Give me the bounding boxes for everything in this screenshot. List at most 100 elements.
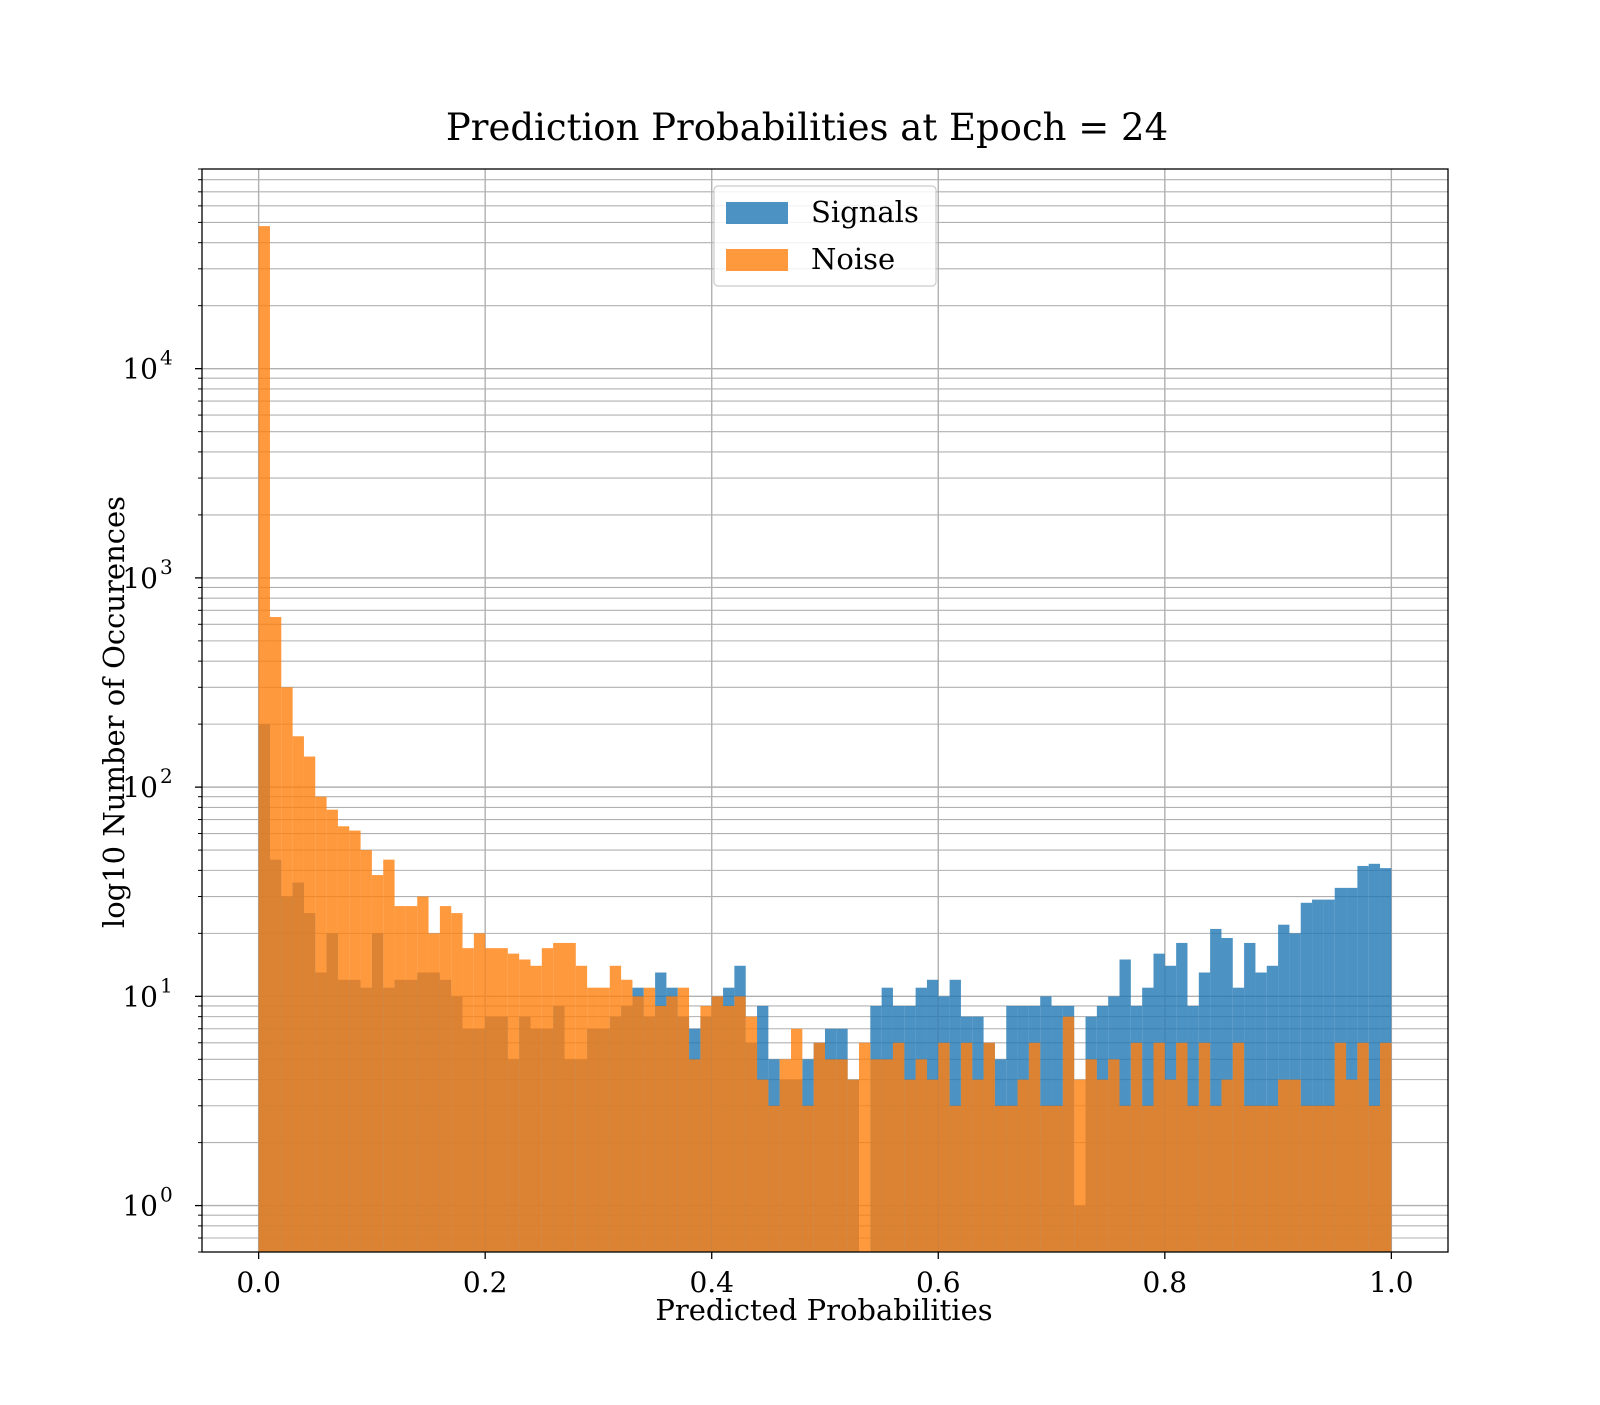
bar-noise	[1380, 1042, 1392, 1252]
y-tick-exponent: 2	[160, 764, 173, 788]
bar-noise	[1028, 1042, 1041, 1252]
y-tick-label: 10	[122, 1190, 158, 1223]
y-tick-exponent: 4	[160, 346, 173, 370]
y-tick-label: 10	[122, 353, 158, 386]
x-tick-label: 0.2	[463, 1266, 508, 1299]
legend-swatch-noise	[726, 249, 788, 271]
bar-noise	[858, 1042, 871, 1252]
bar-noise	[1017, 1079, 1029, 1252]
legend-label-signals: Signals	[811, 195, 919, 229]
bar-noise	[723, 1005, 735, 1252]
x-tick-label: 1.0	[1369, 1266, 1414, 1299]
bar-noise	[1153, 1042, 1165, 1252]
bar-noise	[281, 687, 293, 1252]
bar-noise	[1244, 1105, 1256, 1252]
legend-swatch-signals	[726, 202, 788, 224]
bar-noise	[994, 1105, 1007, 1252]
bar-signals	[1244, 942, 1256, 1252]
bar-noise	[643, 987, 656, 1252]
bar-noise	[326, 809, 338, 1252]
bar-noise	[1334, 1042, 1347, 1252]
bar-noise	[360, 850, 372, 1252]
bar-noise	[553, 942, 565, 1252]
bar-noise	[609, 965, 622, 1252]
bar-noise	[757, 1079, 769, 1252]
bar-signals	[1210, 928, 1222, 1252]
bar-noise	[530, 965, 542, 1252]
bar-noise	[575, 965, 588, 1252]
bar-noise	[1142, 1105, 1154, 1252]
bar-noise	[451, 913, 463, 1252]
legend-label-noise: Noise	[811, 242, 895, 276]
y-tick-exponent: 3	[160, 555, 173, 579]
bar-noise	[1085, 1059, 1097, 1252]
bar-noise	[405, 906, 418, 1252]
bar-noise	[485, 948, 497, 1252]
bar-noise	[1278, 1079, 1290, 1252]
bar-noise	[473, 933, 486, 1252]
bar-noise	[349, 830, 361, 1252]
bar-noise	[1357, 1042, 1369, 1252]
bar-noise	[1006, 1105, 1018, 1252]
bar-noise	[915, 1059, 927, 1252]
bar-noise	[689, 1059, 701, 1252]
bar-noise	[1312, 1105, 1324, 1252]
bar-noise	[1346, 1079, 1358, 1252]
x-axis-label: Predicted Probabilities	[655, 1293, 992, 1327]
bar-noise	[564, 942, 576, 1252]
bar-noise	[802, 1105, 814, 1252]
bar-noise	[677, 987, 690, 1252]
bar-noise	[904, 1079, 916, 1252]
bar-noise	[507, 953, 520, 1252]
bar-noise	[1062, 1016, 1075, 1252]
x-tick-label: 0.6	[916, 1266, 961, 1299]
bar-signals	[1346, 887, 1358, 1252]
bar-noise	[496, 948, 508, 1252]
bar-noise	[1119, 1105, 1131, 1252]
bar-noise	[428, 933, 440, 1252]
bar-noise	[269, 617, 282, 1252]
bar-noise	[1289, 1079, 1301, 1252]
bar-noise	[292, 736, 304, 1252]
bar-noise	[598, 987, 610, 1252]
bar-noise	[711, 996, 724, 1252]
bar-noise	[881, 1059, 893, 1252]
bar-noise	[462, 948, 474, 1252]
bar-noise	[1323, 1105, 1335, 1252]
y-tick-label: 10	[122, 562, 158, 595]
bar-noise	[1164, 1079, 1177, 1252]
bar-noise	[938, 1042, 950, 1252]
y-tick-label: 10	[122, 771, 158, 804]
bar-noise	[983, 1042, 995, 1252]
bar-noise	[892, 1042, 905, 1252]
bar-noise	[870, 1059, 882, 1252]
legend: Signals Noise	[713, 185, 937, 287]
bar-noise	[1074, 1079, 1086, 1252]
x-tick-label: 0.4	[689, 1266, 734, 1299]
bar-noise	[666, 996, 678, 1252]
bar-signals	[1323, 899, 1335, 1252]
bar-noise	[734, 996, 746, 1252]
bar-noise	[632, 996, 644, 1252]
bar-noise	[791, 1028, 803, 1252]
bar-noise	[1130, 1042, 1143, 1252]
bar-noise	[1255, 1105, 1267, 1252]
bar-signals	[1300, 902, 1313, 1252]
bar-noise	[439, 906, 452, 1252]
bar-noise	[303, 756, 316, 1252]
bar-noise	[1368, 1105, 1381, 1252]
bar-noise	[926, 1079, 939, 1252]
bar-noise	[768, 1105, 780, 1252]
bar-noise	[519, 959, 531, 1252]
x-tick-label: 0.8	[1143, 1266, 1188, 1299]
bar-noise	[1176, 1042, 1188, 1252]
bar-noise	[337, 826, 350, 1252]
y-axis-label: log10 Number of Occurences	[97, 496, 131, 928]
bar-noise	[417, 896, 429, 1252]
bars-layer	[258, 226, 1392, 1253]
bar-noise	[1051, 1105, 1063, 1252]
bar-noise	[1187, 1105, 1199, 1252]
